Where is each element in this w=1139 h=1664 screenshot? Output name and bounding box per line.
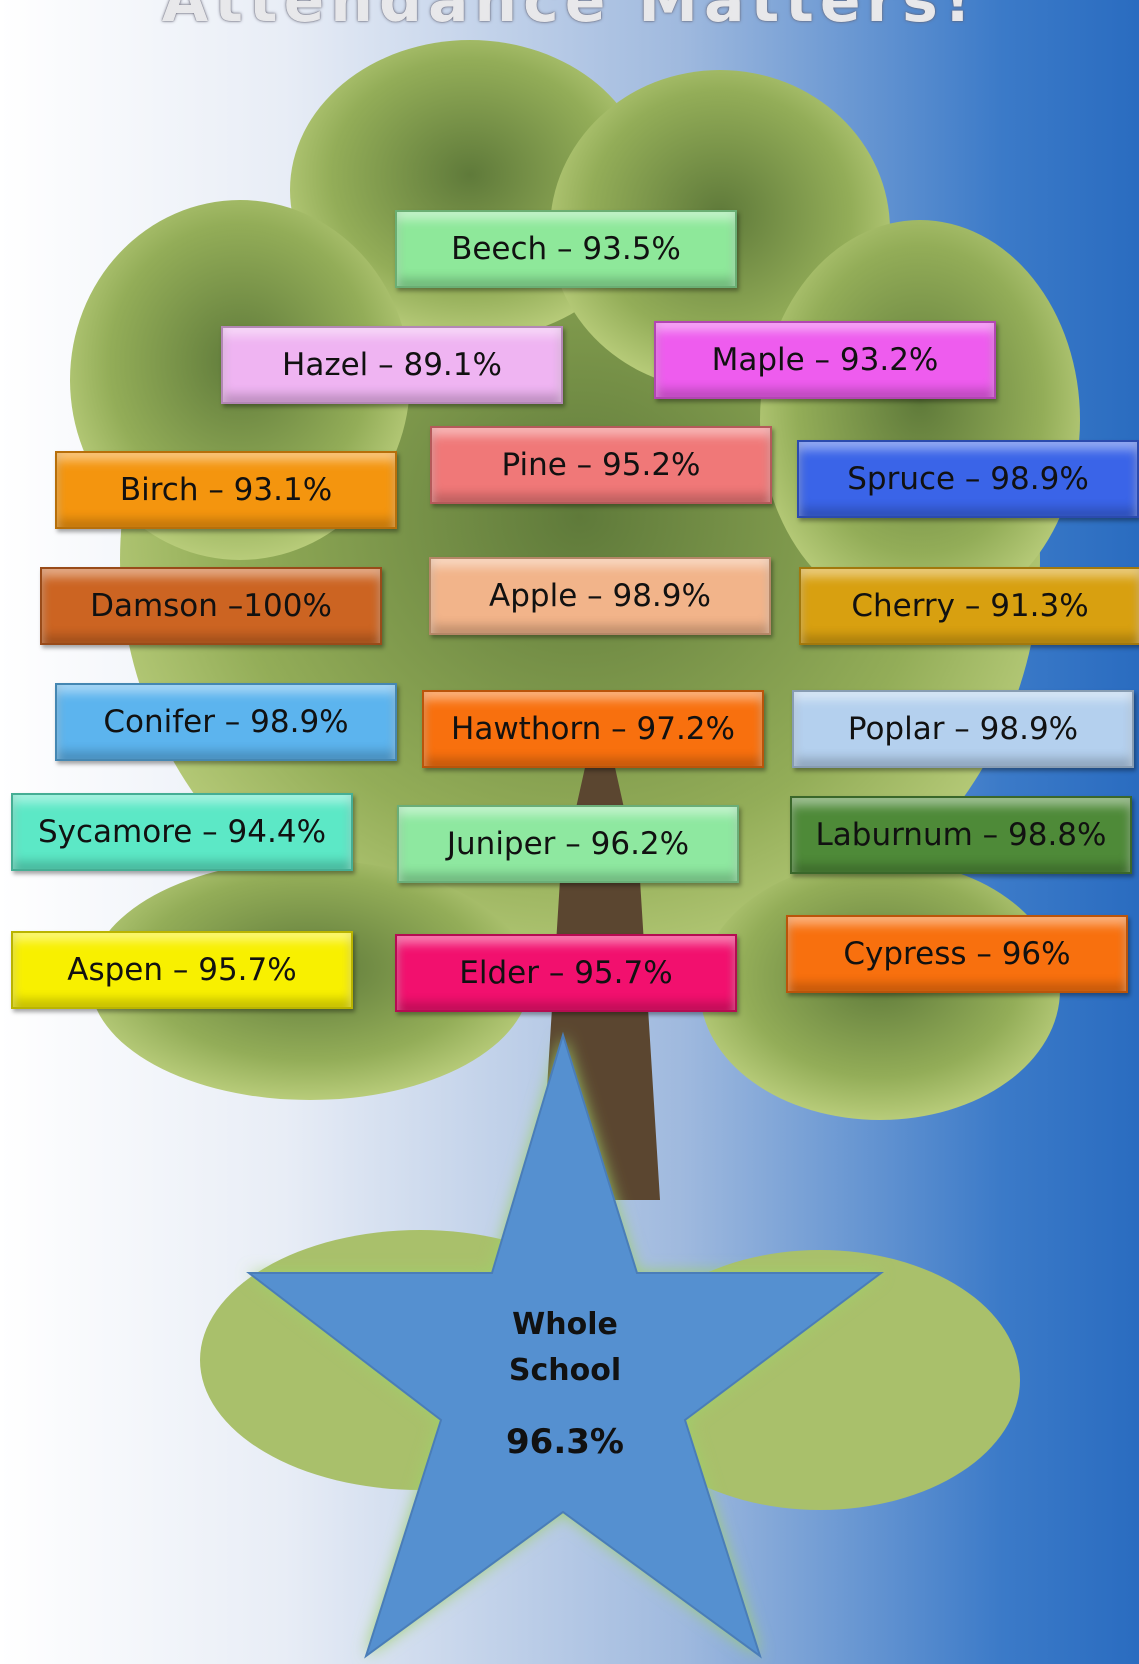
class-box: Conifer – 98.9% xyxy=(55,683,397,761)
class-box: Hazel – 89.1% xyxy=(221,326,563,404)
class-box: Aspen – 95.7% xyxy=(11,931,353,1009)
class-box: Spruce – 98.9% xyxy=(797,440,1139,518)
class-box: Elder – 95.7% xyxy=(395,934,737,1012)
class-box: Birch – 93.1% xyxy=(55,451,397,529)
class-box: Laburnum – 98.8% xyxy=(790,796,1132,874)
class-box: Hawthorn – 97.2% xyxy=(422,690,764,768)
class-box: Cherry – 91.3% xyxy=(799,567,1139,645)
class-box: Pine – 95.2% xyxy=(430,426,772,504)
class-box: Damson –100% xyxy=(40,567,382,645)
class-box: Beech – 93.5% xyxy=(395,210,737,288)
class-box: Poplar – 98.9% xyxy=(792,690,1134,768)
class-box: Maple – 93.2% xyxy=(654,321,996,399)
infographic: Attendance Matters! Beech – 93.5% Hazel –… xyxy=(0,0,1139,1664)
star-value: 96.3% xyxy=(465,1422,665,1462)
class-box: Sycamore – 94.4% xyxy=(11,793,353,871)
class-box: Cypress – 96% xyxy=(786,915,1128,993)
class-box: Apple – 98.9% xyxy=(429,557,771,635)
star-label: Whole School xyxy=(465,1302,665,1394)
class-box: Juniper – 96.2% xyxy=(397,805,739,883)
title: Attendance Matters! xyxy=(0,0,1139,36)
